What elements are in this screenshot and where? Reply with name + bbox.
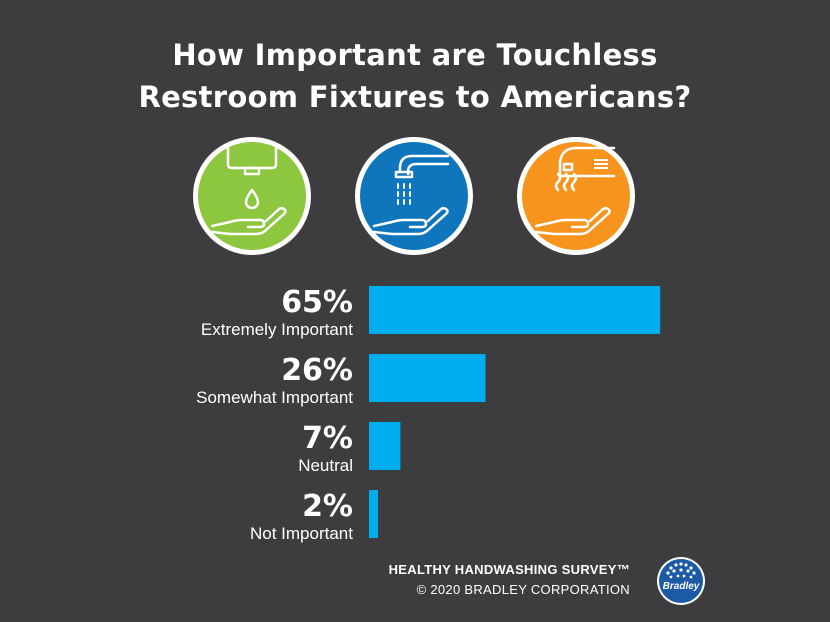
bar-value-label-3: 7% [302, 421, 353, 456]
bar-value-label-4: 2% [302, 489, 353, 524]
soap-dispenser-icon [190, 134, 314, 258]
category-label-1: Extremely Important [201, 320, 353, 339]
bar-4 [369, 490, 378, 538]
bar-value-label-2: 26% [281, 353, 353, 388]
survey-name: HEALTHY HANDWASHING SURVEY™ [388, 562, 630, 577]
bar-2 [369, 354, 486, 402]
category-label-3: Neutral [298, 456, 353, 475]
title-line-1: How Important are Touchless [172, 38, 658, 72]
chart-title: How Important are Touchless Restroom Fix… [0, 34, 830, 118]
bar-value-label-1: 65% [281, 285, 353, 320]
hand-dryer-icon [514, 134, 638, 258]
copyright-text: © 2020 BRADLEY CORPORATION [416, 582, 630, 597]
logo-text: Bradley [663, 581, 700, 592]
category-label-4: Not Important [250, 524, 353, 543]
bar-chart: 65%Extremely Important 26%Somewhat Import… [196, 285, 661, 543]
bradley-logo: Bradley [656, 556, 706, 606]
bar-1 [369, 286, 661, 334]
bar-3 [369, 422, 401, 470]
title-line-2: Restroom Fixtures to Americans? [138, 80, 692, 114]
faucet-icon [352, 134, 476, 258]
category-label-2: Somewhat Important [196, 388, 353, 407]
